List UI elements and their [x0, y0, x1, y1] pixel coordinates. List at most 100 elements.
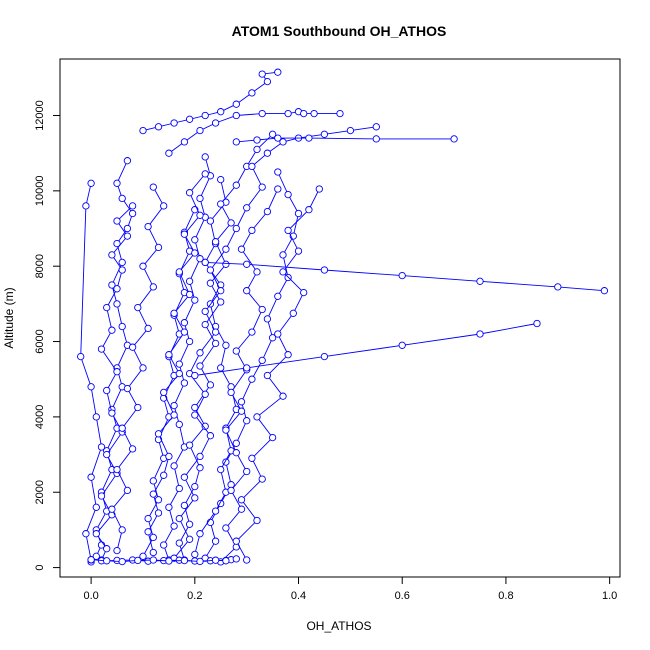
data-point: [232, 100, 240, 108]
data-point: [237, 407, 246, 415]
data-point: [149, 477, 157, 485]
data-point: [185, 189, 194, 197]
data-point: [144, 222, 152, 231]
data-point: [398, 341, 406, 349]
data-point: [185, 290, 194, 299]
series-20: [87, 556, 230, 566]
chart-title: ATOM1 Southbound OH_ATHOS: [232, 23, 447, 39]
data-point: [222, 524, 230, 532]
series-18: [165, 108, 344, 157]
data-point: [196, 255, 204, 263]
y-axis: 0 2000 4000 6000 8000 10000 12000: [34, 100, 61, 571]
data-point: [191, 236, 199, 244]
data-point: [128, 445, 137, 453]
data-point: [92, 552, 100, 560]
x-axis: 0.0 0.2 0.4 0.6 0.8 1.0: [83, 576, 617, 602]
data-point: [211, 238, 220, 246]
y-tick-label: 10000: [34, 176, 46, 207]
data-point: [139, 552, 147, 560]
data-point: [165, 503, 173, 511]
data-point: [118, 258, 126, 267]
data-point: [113, 546, 121, 555]
data-point: [248, 375, 256, 383]
data-point: [170, 462, 178, 470]
data-point: [144, 514, 152, 523]
y-tick-label: 2000: [34, 480, 46, 504]
y-tick-label: 12000: [34, 100, 46, 131]
data-point: [248, 226, 256, 235]
data-point: [170, 401, 178, 410]
data-point: [191, 494, 199, 502]
data-point: [274, 292, 282, 300]
data-point: [175, 369, 183, 378]
data-point: [191, 550, 199, 559]
data-point: [154, 496, 163, 504]
data-point: [128, 202, 137, 210]
data-point: [103, 303, 111, 312]
data-point: [279, 392, 287, 400]
data-point: [294, 209, 303, 218]
data-point: [108, 505, 116, 513]
data-point: [165, 452, 173, 461]
data-point: [232, 111, 240, 120]
data-point: [118, 266, 126, 274]
series-15: [191, 319, 541, 380]
data-point: [237, 398, 246, 406]
data-point: [154, 243, 163, 252]
data-point: [237, 245, 246, 253]
data-point: [227, 486, 235, 495]
data-point: [258, 356, 266, 365]
data-point: [108, 281, 116, 289]
data-point: [232, 347, 240, 355]
data-point: [185, 337, 194, 346]
data-point: [227, 388, 235, 397]
data-point: [118, 194, 126, 203]
data-point: [206, 381, 215, 389]
series-17: [139, 68, 282, 135]
data-point: [206, 432, 215, 440]
data-point: [149, 548, 157, 557]
data-point: [149, 283, 157, 291]
data-point: [196, 126, 204, 135]
data-point: [97, 443, 106, 451]
data-point: [175, 484, 183, 493]
series-line: [80, 183, 102, 561]
data-point: [139, 126, 147, 135]
data-point: [300, 109, 308, 118]
data-point: [123, 224, 132, 233]
data-point: [253, 136, 261, 144]
data-point: [180, 328, 189, 336]
data-point: [103, 557, 111, 565]
data-point: [258, 70, 266, 78]
data-point: [284, 226, 292, 235]
data-point: [196, 211, 204, 219]
y-tick-label: 6000: [34, 329, 46, 353]
series-10: [232, 185, 323, 564]
data-point: [315, 185, 323, 193]
data-point: [175, 268, 183, 276]
data-point: [346, 126, 355, 135]
data-point: [450, 135, 458, 143]
x-tick-label: 0.8: [498, 590, 513, 602]
data-point: [175, 539, 183, 547]
data-point: [128, 209, 137, 218]
data-point: [170, 119, 178, 127]
data-point: [232, 449, 240, 457]
data-point: [118, 322, 126, 331]
data-point: [196, 362, 204, 370]
y-tick-label: 4000: [34, 405, 46, 429]
data-point: [103, 545, 111, 553]
data-point: [123, 384, 132, 393]
data-point: [217, 298, 225, 306]
data-point: [160, 202, 168, 210]
data-point: [165, 149, 173, 157]
data-point: [554, 283, 562, 291]
data-point: [253, 268, 261, 276]
data-point: [92, 503, 100, 511]
data-point: [170, 309, 178, 317]
data-point: [372, 123, 380, 131]
data-point: [222, 341, 230, 349]
data-point: [103, 450, 111, 459]
data-point: [263, 371, 272, 380]
